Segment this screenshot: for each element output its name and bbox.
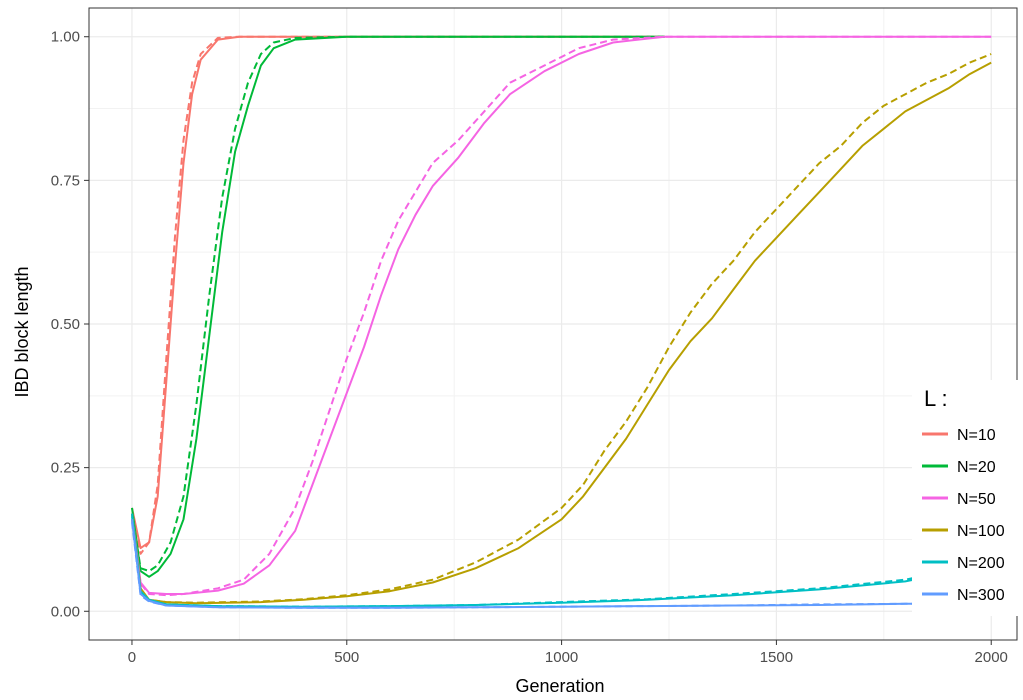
- series-line-n50-solid: [131, 35, 992, 595]
- series-line-n200-dashed: [131, 516, 915, 608]
- legend-label: N=10: [957, 427, 996, 444]
- major-gridlines: [89, 8, 1017, 640]
- series-line-n300-solid: [131, 519, 914, 609]
- y-tick-label: 1.00: [51, 29, 80, 46]
- legend-title: L :: [924, 386, 948, 411]
- x-tick-label: 500: [334, 649, 359, 666]
- y-tick-label: 0.00: [51, 603, 80, 620]
- x-tick-label: 0: [128, 649, 136, 666]
- series-line-n20-dashed: [131, 35, 665, 573]
- legend-label: N=200: [957, 555, 1005, 572]
- legend-items: N=10 N=20 N=50 N=100 N=200 N=300: [922, 427, 1005, 604]
- y-axis-title: IBD block length: [12, 266, 32, 397]
- series-line-n10-dashed: [131, 35, 665, 555]
- series-lines: [131, 35, 992, 609]
- x-axis-ticks: 0 500 1000 1500 2000: [128, 640, 1008, 666]
- legend-label: N=300: [957, 587, 1005, 604]
- series-line-n100-solid: [131, 61, 992, 605]
- series-line-n20-solid: [131, 35, 665, 578]
- x-tick-label: 1000: [545, 649, 578, 666]
- legend-label: N=20: [957, 459, 996, 476]
- legend-label: N=100: [957, 523, 1005, 540]
- series-line-n10-solid: [131, 35, 665, 550]
- series-line-n300-dashed: [131, 522, 914, 609]
- legend-label: N=50: [957, 491, 996, 508]
- x-tick-label: 1500: [760, 649, 793, 666]
- y-tick-label: 0.50: [51, 316, 80, 333]
- minor-gridlines: [89, 8, 1017, 640]
- y-tick-label: 0.25: [51, 460, 80, 477]
- y-tick-label: 0.75: [51, 172, 80, 189]
- x-tick-label: 2000: [975, 649, 1008, 666]
- y-axis-ticks: 0.00 0.25 0.50 0.75 1.00: [51, 29, 89, 620]
- series-line-n200-solid: [131, 513, 915, 608]
- legend: L : N=10 N=20 N=50 N=100 N=200 N=300: [912, 380, 1018, 616]
- x-axis-title: Generation: [515, 676, 604, 696]
